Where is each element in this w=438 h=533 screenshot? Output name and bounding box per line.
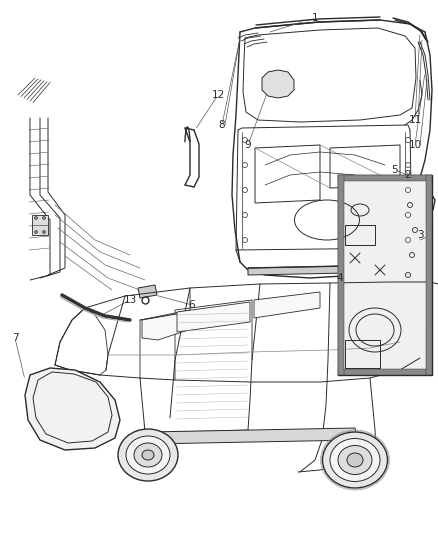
Ellipse shape <box>406 238 410 243</box>
Ellipse shape <box>35 216 38 220</box>
Text: 11: 11 <box>408 115 422 125</box>
Text: 3: 3 <box>417 230 423 240</box>
Ellipse shape <box>406 163 410 167</box>
Polygon shape <box>254 292 320 318</box>
Polygon shape <box>177 302 250 332</box>
Ellipse shape <box>42 230 46 233</box>
Polygon shape <box>338 175 344 375</box>
Ellipse shape <box>406 213 410 217</box>
Ellipse shape <box>126 436 170 474</box>
Polygon shape <box>338 175 432 181</box>
Ellipse shape <box>142 450 154 460</box>
Ellipse shape <box>134 443 162 467</box>
Ellipse shape <box>243 238 247 243</box>
Polygon shape <box>32 215 48 235</box>
Polygon shape <box>25 368 120 450</box>
Polygon shape <box>138 285 157 298</box>
Polygon shape <box>248 265 400 275</box>
Polygon shape <box>426 175 432 375</box>
Polygon shape <box>142 312 188 340</box>
Text: 13: 13 <box>124 295 137 305</box>
Ellipse shape <box>330 439 380 481</box>
Ellipse shape <box>406 188 410 192</box>
Ellipse shape <box>338 446 372 474</box>
Text: 8: 8 <box>219 120 225 130</box>
Ellipse shape <box>243 163 247 167</box>
Text: 2: 2 <box>405 170 411 180</box>
Ellipse shape <box>42 216 46 220</box>
Ellipse shape <box>243 138 247 142</box>
Ellipse shape <box>243 213 247 217</box>
Ellipse shape <box>243 188 247 192</box>
Polygon shape <box>338 369 432 375</box>
Text: 12: 12 <box>212 90 225 100</box>
Text: 9: 9 <box>245 140 251 150</box>
Text: 5: 5 <box>392 165 398 175</box>
Ellipse shape <box>322 432 388 488</box>
Text: 7: 7 <box>12 333 18 343</box>
Text: 6: 6 <box>189 300 195 310</box>
Polygon shape <box>262 70 294 98</box>
Ellipse shape <box>406 138 410 142</box>
Ellipse shape <box>347 453 363 467</box>
Ellipse shape <box>35 230 38 233</box>
Text: 1: 1 <box>312 13 318 23</box>
Ellipse shape <box>118 429 178 481</box>
Text: 10: 10 <box>409 140 421 150</box>
Polygon shape <box>338 175 432 375</box>
Text: 4: 4 <box>337 273 343 283</box>
Polygon shape <box>148 428 358 444</box>
